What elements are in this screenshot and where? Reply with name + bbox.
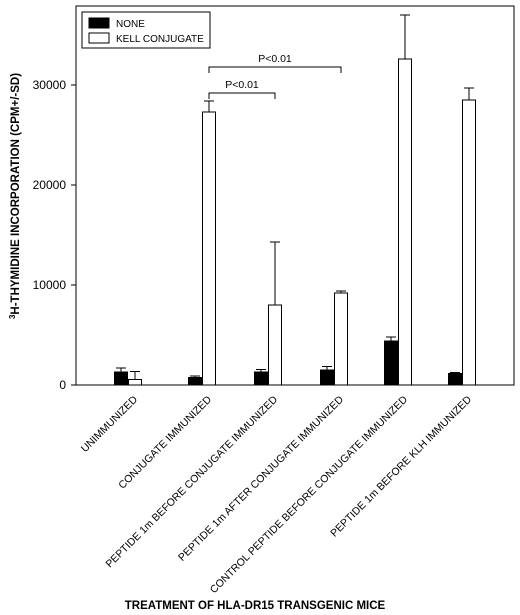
y-tick-label: 0 <box>59 378 66 392</box>
y-axis-title-superscript: 3 <box>8 314 17 319</box>
bar-kell-conjugate <box>462 99 476 386</box>
y-axis-title: 3H-THYMIDINE INCORPORATION (CPM+/-SD) <box>8 73 22 319</box>
significance-label: P<0.01 <box>258 53 292 65</box>
bar-kell-conjugate <box>334 292 348 386</box>
x-tick-label: UNIMMUNIZED <box>79 393 141 455</box>
plot-frame <box>75 5 515 386</box>
y-tick-label: 20000 <box>33 178 67 192</box>
bar-kell-conjugate <box>128 379 142 386</box>
bar-none <box>448 373 462 386</box>
significance-bracket <box>208 66 342 73</box>
bar-kell-conjugate <box>268 304 282 386</box>
y-tick-label: 30000 <box>33 78 67 92</box>
bar-kell-conjugate <box>202 111 216 386</box>
legend-label-kell-conjugate: KELL CONJUGATE <box>116 34 204 45</box>
significance-brackets: P<0.01 P<0.01 <box>208 53 342 99</box>
bar-none <box>254 371 268 386</box>
bar-none <box>188 377 202 386</box>
significance-bracket <box>208 92 276 99</box>
legend-swatch-kell-conjugate <box>88 32 110 44</box>
y-axis-title-text: H-THYMIDINE INCORPORATION (CPM+/-SD) <box>10 73 22 315</box>
legend-label-none: NONE <box>116 19 145 30</box>
y-axis: 0 10000 20000 30000 <box>33 78 76 392</box>
bar-none <box>384 340 398 386</box>
bar-none <box>114 371 128 386</box>
bars <box>114 58 476 386</box>
legend-swatch-none <box>88 17 110 29</box>
legend: NONE KELL CONJUGATE <box>81 11 211 49</box>
y-tick-label: 10000 <box>33 278 67 292</box>
bar-none <box>320 369 334 386</box>
x-axis-title: TREATMENT OF HLA-DR15 TRANSGENIC MICE <box>125 600 386 612</box>
x-tick-label: PEPTIDE 1m BEFORE KLH IMMUNIZED <box>328 393 474 539</box>
significance-label: P<0.01 <box>225 79 259 91</box>
error-bars <box>116 14 474 380</box>
bar-kell-conjugate <box>398 58 412 386</box>
